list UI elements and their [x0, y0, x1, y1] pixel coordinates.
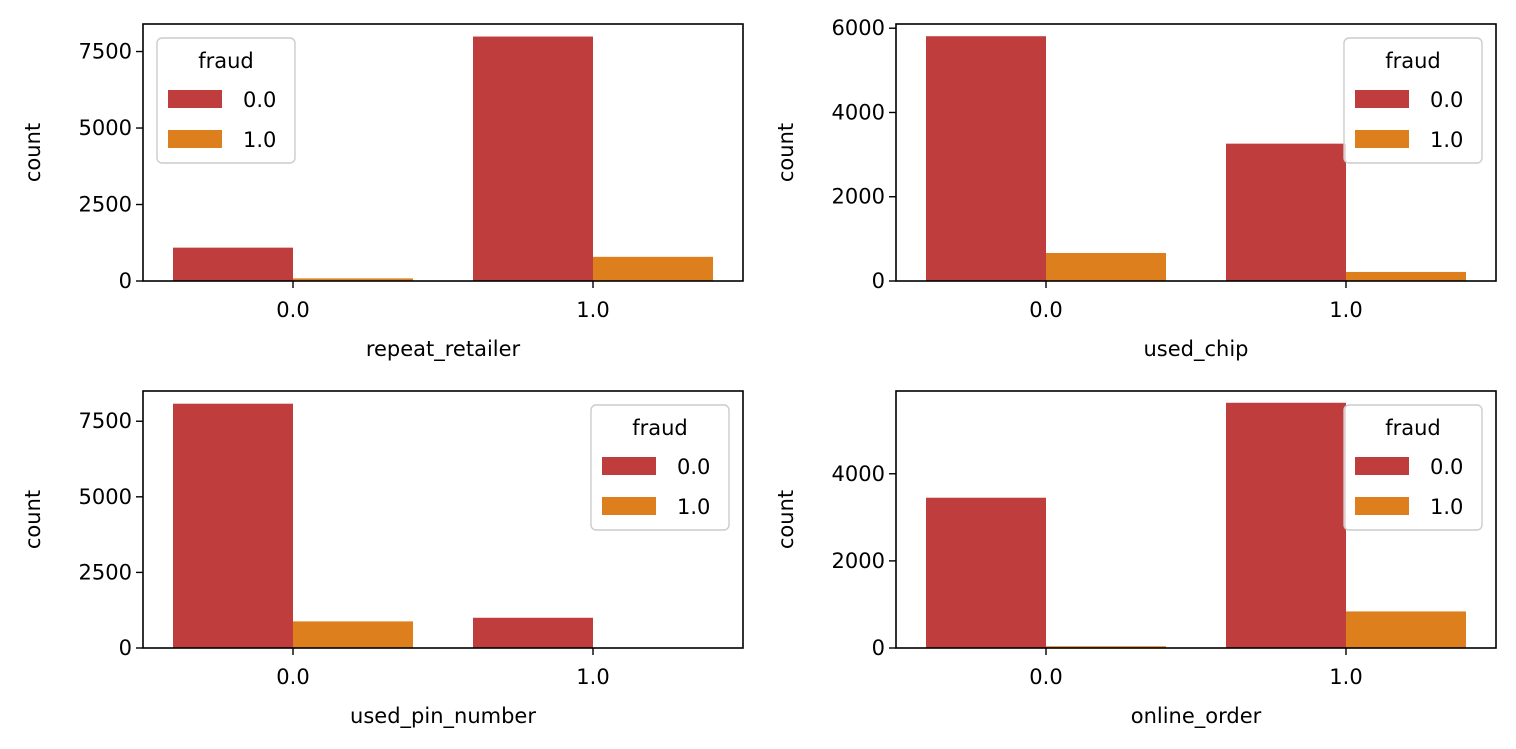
- bar-0-0-0-0: [173, 403, 293, 648]
- legend-label: 1.0: [1430, 128, 1463, 152]
- legend-swatch: [1355, 90, 1409, 108]
- x-tick-label: 0.0: [1029, 298, 1062, 322]
- bar-1-0-1-0: [593, 256, 713, 281]
- legend: fraud 0.0 1.0: [1343, 37, 1483, 164]
- legend-title: fraud: [1385, 49, 1441, 73]
- y-tick-label: 7500: [79, 409, 132, 433]
- x-tick-label: 0.0: [276, 298, 309, 322]
- bar-1-0-0-0: [293, 278, 413, 281]
- y-tick-label: 4000: [832, 100, 885, 124]
- x-tick-label: 1.0: [1329, 665, 1362, 689]
- x-axis-label: online_order: [1131, 704, 1262, 729]
- bar-1-0-1-0: [1346, 271, 1466, 281]
- y-tick-label: 6000: [832, 16, 885, 40]
- x-tick-label: 0.0: [276, 665, 309, 689]
- x-tick-label: 0.0: [1029, 665, 1062, 689]
- x-axis-label: repeat_retailer: [366, 337, 521, 362]
- y-tick-label: 4000: [832, 462, 885, 486]
- y-axis-label: count: [21, 123, 45, 182]
- x-axis-label: used_chip: [1143, 337, 1248, 362]
- legend-title: fraud: [632, 416, 688, 440]
- y-tick-label: 0: [119, 636, 132, 660]
- y-axis-label: count: [774, 490, 798, 549]
- chart-panel-1: 0 2500 5000 7500 0.0 1.0 repeat_retailer count f…: [21, 23, 744, 362]
- legend: fraud 0.0 1.0: [1343, 404, 1483, 531]
- legend: fraud 0.0 1.0: [156, 37, 296, 164]
- bar-0-0-0-0: [173, 247, 293, 281]
- legend-label: 0.0: [243, 88, 276, 112]
- legend-swatch: [1355, 130, 1409, 148]
- bar-0-0-0-0: [926, 36, 1046, 281]
- y-tick-label: 0: [872, 636, 885, 660]
- legend-swatch: [1355, 457, 1409, 475]
- bar-1-0-1-0: [1346, 611, 1466, 648]
- axes-frame: [895, 23, 1497, 282]
- y-tick-label: 2000: [832, 549, 885, 573]
- legend-label: 1.0: [677, 495, 710, 519]
- legend-label: 0.0: [1430, 455, 1463, 479]
- y-tick-label: 7500: [79, 40, 132, 64]
- legend-label: 1.0: [1430, 495, 1463, 519]
- y-tick-label: 5000: [79, 485, 132, 509]
- legend-swatch: [1355, 497, 1409, 515]
- legend-title: fraud: [198, 49, 254, 73]
- y-axis-label: count: [21, 490, 45, 549]
- y-tick-label: 0: [872, 269, 885, 293]
- legend: fraud 0.0 1.0: [590, 404, 730, 531]
- bar-1-0-0-0: [1046, 646, 1166, 648]
- x-tick-label: 1.0: [576, 665, 609, 689]
- chart-panel-2: 0 2000 4000 6000 0.0 1.0 used_chip count fraud 0.…: [774, 16, 1497, 362]
- legend-swatch: [168, 130, 222, 148]
- chart-panel-4: 0 2000 4000 0.0 1.0 online_order count fraud 0.0…: [774, 390, 1497, 729]
- legend-label: 0.0: [1430, 88, 1463, 112]
- bar-0-0-0-0: [926, 497, 1046, 648]
- x-tick-label: 1.0: [576, 298, 609, 322]
- y-tick-label: 2500: [79, 560, 132, 584]
- legend-swatch: [168, 90, 222, 108]
- bar-0-0-1-0: [1226, 402, 1346, 648]
- y-axis-label: count: [774, 123, 798, 182]
- y-tick-label: 2500: [79, 193, 132, 217]
- y-tick-label: 0: [119, 269, 132, 293]
- axes-frame: [142, 390, 744, 649]
- legend-label: 1.0: [243, 128, 276, 152]
- bar-0-0-1-0: [473, 36, 593, 281]
- y-tick-label: 2000: [832, 185, 885, 209]
- bar-0-0-1-0: [473, 617, 593, 648]
- axes-frame: [895, 390, 1497, 649]
- axes-frame: [142, 23, 744, 282]
- chart-panel-3: 0 2500 5000 7500 0.0 1.0 used_pin_number count f…: [21, 390, 744, 729]
- y-tick-label: 5000: [79, 116, 132, 140]
- legend-label: 0.0: [677, 455, 710, 479]
- x-axis-label: used_pin_number: [350, 704, 536, 729]
- bar-1-0-0-0: [293, 621, 413, 648]
- x-tick-label: 1.0: [1329, 298, 1362, 322]
- legend-swatch: [602, 457, 656, 475]
- bar-0-0-1-0: [1226, 143, 1346, 281]
- legend-swatch: [602, 497, 656, 515]
- bar-1-0-0-0: [1046, 252, 1166, 281]
- legend-title: fraud: [1385, 416, 1441, 440]
